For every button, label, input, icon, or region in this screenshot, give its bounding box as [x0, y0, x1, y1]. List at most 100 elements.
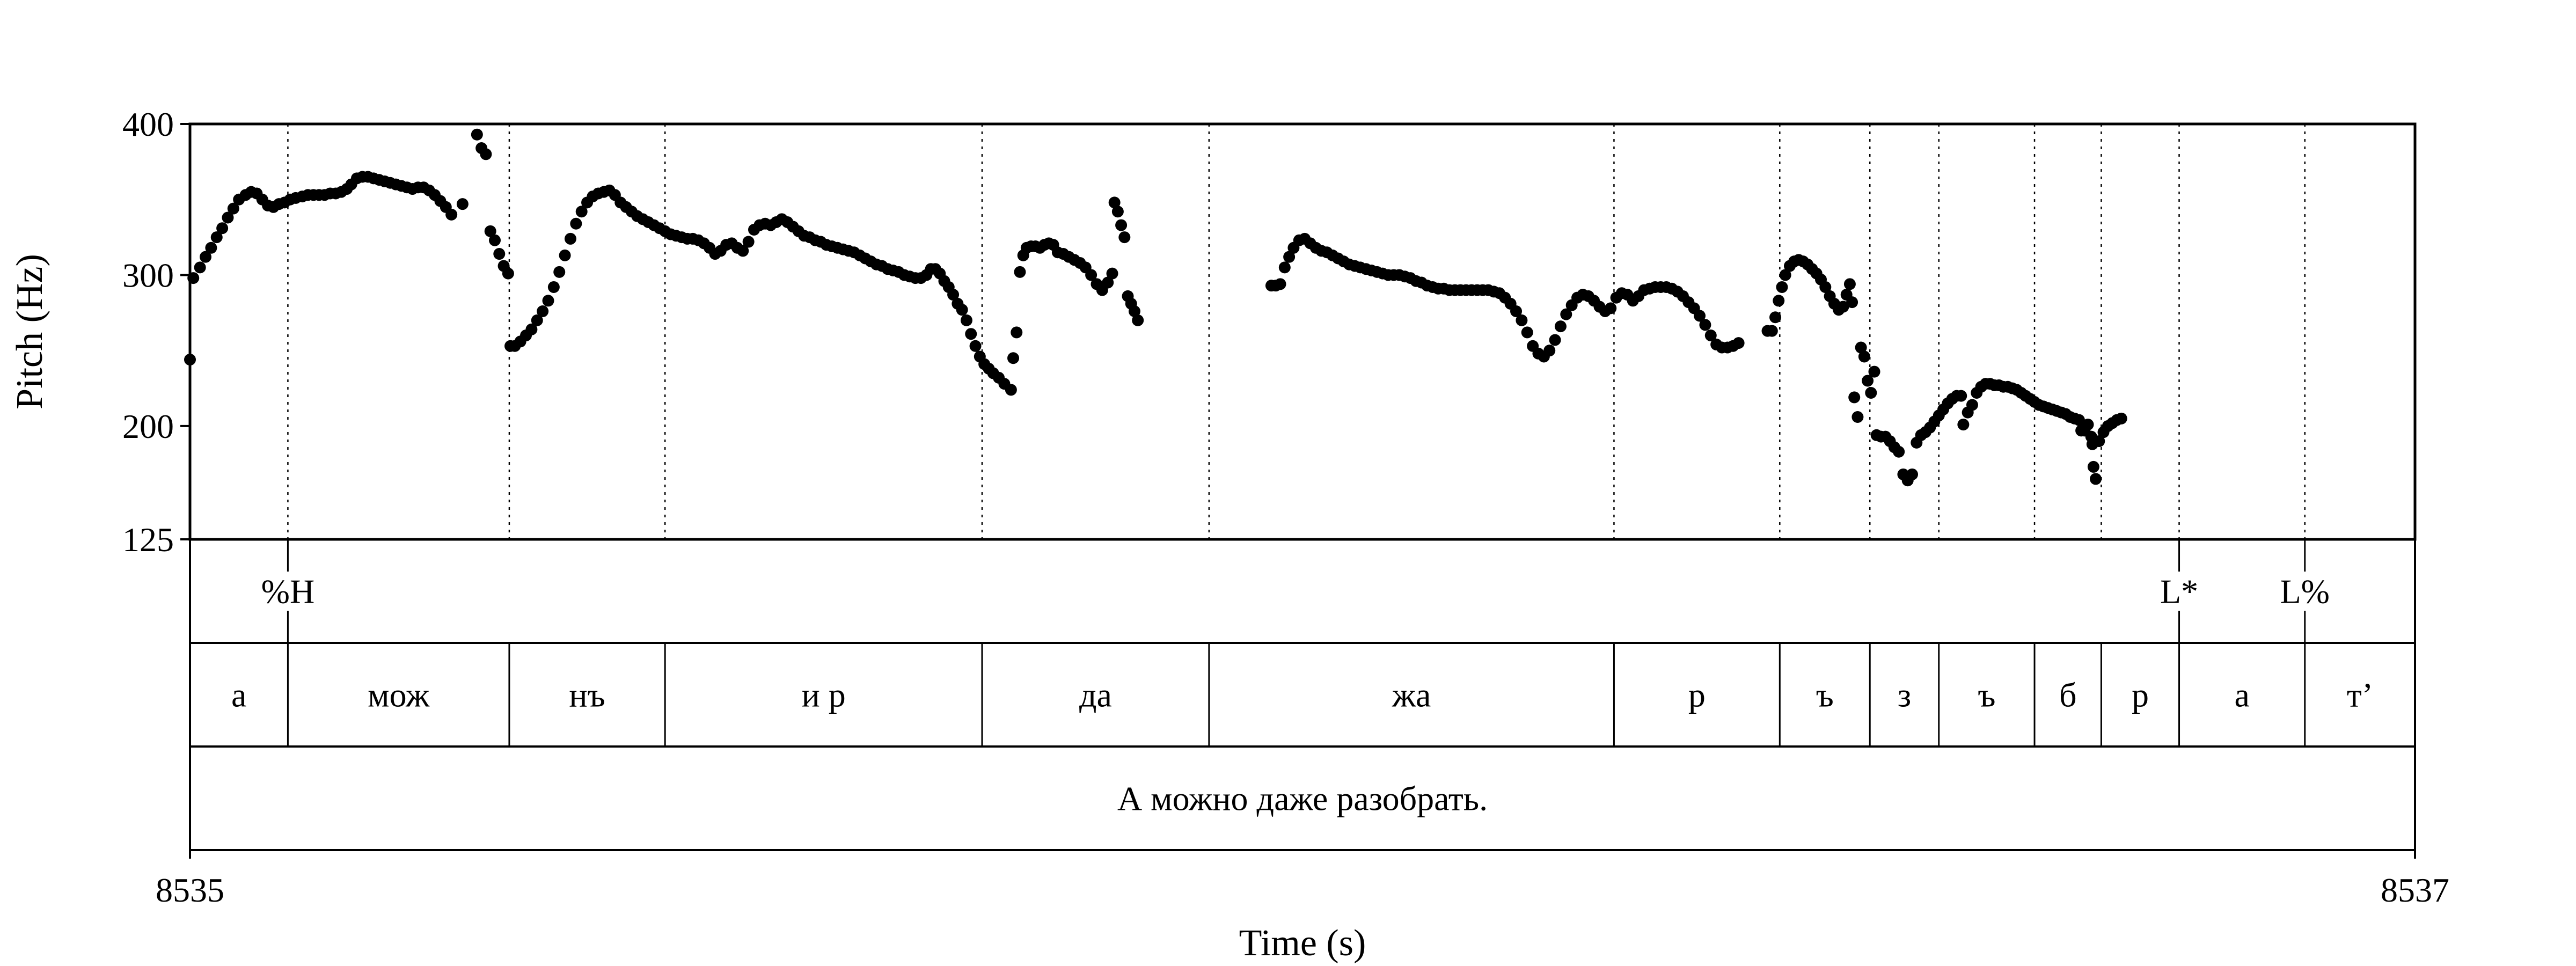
- pitch-point: [1851, 411, 1864, 423]
- pitch-point: [222, 211, 234, 224]
- pitch-point: [969, 340, 982, 352]
- pitch-point: [570, 217, 582, 230]
- segment-label: р: [1688, 676, 1706, 714]
- pitch-point: [1106, 267, 1118, 280]
- sentence-tier-box: [189, 745, 2416, 851]
- pitch-point: [194, 261, 206, 274]
- pitch-point: [445, 208, 458, 221]
- pitch-point: [200, 251, 212, 263]
- pitch-point: [947, 289, 960, 301]
- pitch-point: [2073, 414, 2085, 426]
- pitch-point: [1776, 281, 1788, 293]
- segment-label: мож: [368, 676, 430, 714]
- segment-label: а: [231, 676, 246, 714]
- pitch-point: [1819, 281, 1832, 293]
- pitch-point: [1521, 326, 1533, 339]
- pitch-point: [1111, 206, 1124, 218]
- x-tick-label-end: 8537: [2381, 871, 2449, 909]
- pitch-point: [1549, 334, 1561, 346]
- segment-tier-box: [189, 642, 2416, 748]
- pitch-point: [1007, 352, 1020, 364]
- pitch-point: [187, 272, 200, 284]
- pitch-point: [2087, 460, 2099, 473]
- pitch-point: [480, 148, 492, 160]
- tone-label: L%: [2280, 573, 2330, 611]
- pitch-point: [493, 248, 506, 260]
- y-axis: 125 200 300 400: [122, 105, 190, 559]
- y-tick-label: 200: [122, 407, 174, 445]
- pitch-point: [1132, 314, 1144, 326]
- pitch-point: [1779, 269, 1791, 281]
- pitch-point: [1769, 311, 1782, 324]
- pitch-point: [2082, 419, 2094, 431]
- pitch-point: [1510, 305, 1523, 318]
- x-axis: 8535 8537 Time (s): [156, 850, 2449, 964]
- pitch-point: [575, 206, 588, 218]
- pitch-point: [1115, 219, 1128, 231]
- pitch-point: [456, 198, 469, 210]
- pitch-point: [1966, 399, 1978, 411]
- x-tick-label-start: 8535: [156, 871, 224, 909]
- pitch-point: [227, 202, 239, 215]
- y-tick-label: 125: [122, 521, 174, 559]
- pitch-point: [1862, 375, 1874, 387]
- pitch-point: [1766, 325, 1778, 337]
- pitch-point: [1102, 276, 1114, 289]
- segment-label: б: [2059, 676, 2077, 714]
- pitch-point: [1955, 390, 1967, 402]
- y-tick-label: 400: [122, 105, 174, 143]
- pitch-point: [2093, 435, 2105, 448]
- segment-label: да: [1079, 676, 1112, 714]
- sentence-tier: А можно даже разобрать.: [1117, 780, 1488, 818]
- pitch-point: [1893, 445, 1905, 458]
- pitch-point: [1837, 301, 1849, 313]
- segment-label: ъ: [1816, 676, 1834, 714]
- pitch-point: [525, 323, 538, 335]
- pitch-point: [1014, 266, 1026, 278]
- pitch-point: [742, 236, 755, 248]
- pitch-point: [1085, 269, 1097, 281]
- pitch-points: [184, 128, 2127, 487]
- segment-boundary-lines: [287, 124, 2306, 539]
- pitch-point: [1865, 386, 1877, 399]
- pitch-point: [559, 249, 571, 261]
- pitch-point: [1005, 384, 1017, 396]
- pitch-point: [1855, 341, 1867, 354]
- pitch-point: [547, 281, 560, 293]
- y-tick-label: 300: [122, 256, 174, 294]
- pitch-point: [1699, 319, 1711, 331]
- pitch-point: [1011, 326, 1023, 339]
- segment-label: з: [1898, 676, 1911, 714]
- pitch-point: [1843, 278, 1856, 290]
- pitch-point: [471, 128, 483, 141]
- pitch-point: [184, 354, 196, 366]
- pitch-point: [1516, 314, 1528, 326]
- pitch-point: [1704, 330, 1717, 342]
- segment-label: ъ: [1978, 676, 1995, 714]
- pitch-point: [1846, 296, 1858, 309]
- tone-tier: %H L* L%: [261, 539, 2330, 643]
- pitch-point: [1274, 278, 1286, 290]
- pitch-point: [1118, 231, 1131, 244]
- pitch-point: [1605, 302, 1617, 314]
- pitch-point: [1957, 419, 1970, 431]
- pitch-point: [484, 225, 496, 237]
- pitch-point: [564, 232, 576, 245]
- pitch-point: [2115, 412, 2127, 425]
- pitch-point: [489, 234, 501, 246]
- annotation-tiers: %H L* L% а мож нъ и р да жа р ъ з ъ б р а т’ А можно да…: [189, 538, 2416, 851]
- sentence-label: А можно даже разобрать.: [1117, 780, 1488, 818]
- pitch-point: [1560, 308, 1572, 320]
- segment-label: р: [2132, 676, 2149, 714]
- pitch-point: [502, 267, 514, 280]
- pitch-point: [542, 295, 554, 307]
- pitch-point: [737, 245, 749, 257]
- tone-label: L*: [2160, 573, 2198, 611]
- pitch-point: [1108, 196, 1121, 209]
- pitch-point: [1848, 391, 1861, 404]
- pitch-point: [1543, 345, 1556, 357]
- tone-label: %H: [261, 573, 315, 611]
- pitch-point: [1128, 305, 1140, 318]
- pitch-panel: 125 200 300 400: [122, 105, 2417, 559]
